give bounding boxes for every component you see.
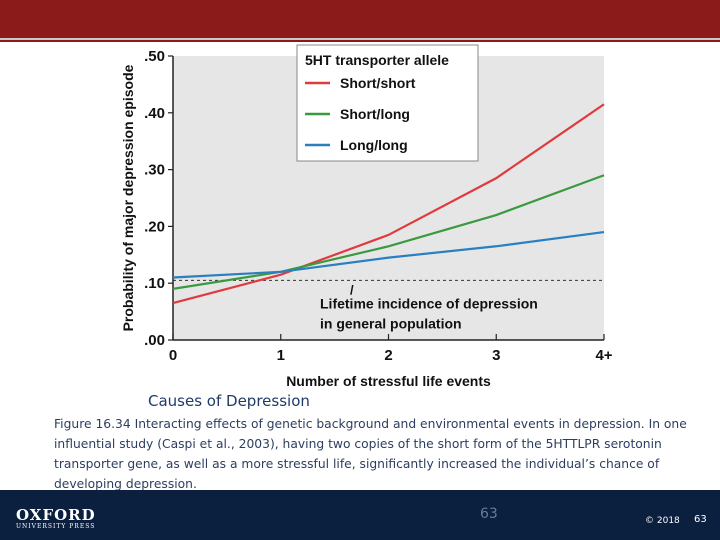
series-line-short-short [172, 103, 605, 305]
y-tick-label: .10 [144, 275, 165, 292]
line-chart: .00 .10 .20 .30 .40 .50 0 1 2 3 4+ Number of stress… [120, 44, 613, 389]
x-axis-label: Number of stressful life events [286, 373, 491, 389]
series-line-long-long [172, 230, 605, 279]
annotation-line2: in general population [320, 315, 462, 331]
page-number-right: 63 [694, 514, 707, 525]
y-tick-label: .00 [144, 332, 165, 349]
footer-bar [0, 490, 720, 540]
series-line-short-long [172, 174, 605, 290]
legend-label: Short/long [340, 106, 410, 122]
y-axis-label: Probability of major depression episode [120, 64, 136, 331]
y-tick-label: .40 [144, 105, 165, 122]
x-tick-label: 2 [384, 347, 392, 364]
caption-body: Figure 16.34 Interacting effects of gene… [54, 417, 687, 491]
x-tick-label: 4+ [595, 347, 612, 364]
caption-title: Causes of Depression [148, 392, 310, 410]
annotation-line1: Lifetime incidence of depression [320, 295, 538, 311]
logo-main-text: OXFORD [16, 506, 96, 524]
annotation-marker: / [350, 282, 354, 297]
x-tick-label: 0 [169, 347, 177, 364]
header-bar [0, 0, 720, 42]
legend-label: Long/long [340, 137, 408, 153]
copyright-text: © 2018 [645, 516, 680, 526]
header-divider [0, 38, 720, 40]
slide-content: .00 .10 .20 .30 .40 .50 0 1 2 3 4+ Number of stress… [0, 42, 720, 490]
y-tick-label: .50 [144, 48, 165, 65]
logo-sub-text: UNIVERSITY PRESS [16, 523, 96, 530]
legend-box [296, 44, 479, 162]
publisher-logo: OXFORD UNIVERSITY PRESS [16, 507, 96, 531]
x-tick-label: 1 [277, 347, 285, 364]
x-tick-label: 3 [492, 347, 500, 364]
y-tick-label: .20 [144, 218, 165, 235]
page-number-center: 63 [480, 506, 498, 522]
legend-label: Short/short [340, 75, 416, 91]
y-tick-label: .30 [144, 162, 165, 179]
legend-title: 5HT transporter allele [305, 52, 449, 68]
